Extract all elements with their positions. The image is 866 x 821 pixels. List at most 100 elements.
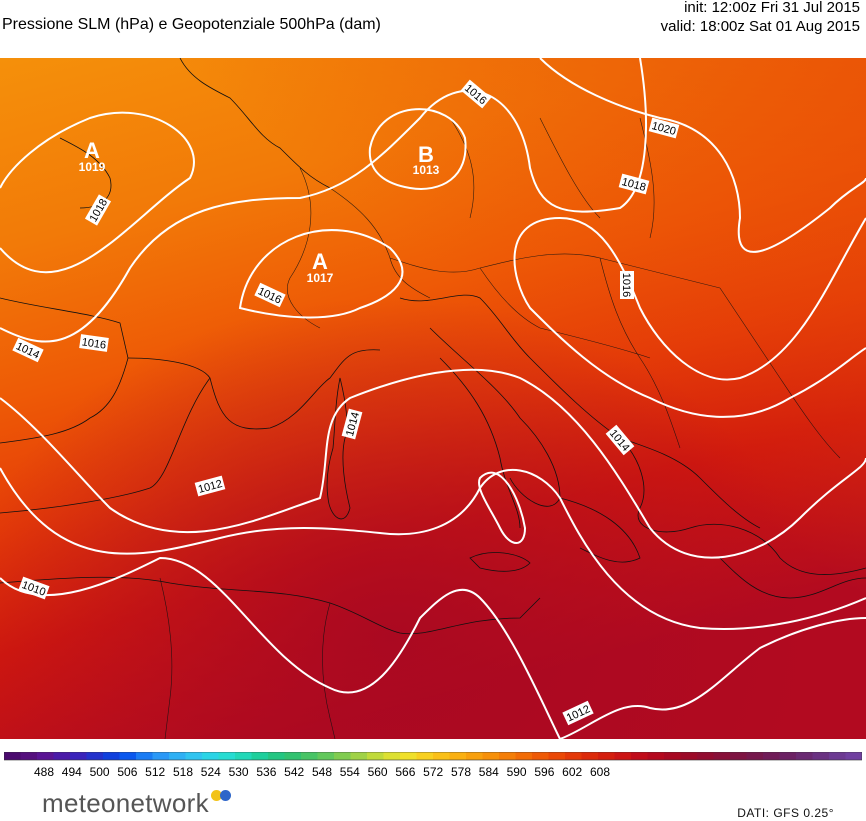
legend-swatch	[466, 752, 484, 760]
legend-swatch	[845, 752, 862, 760]
legend-swatch	[86, 752, 104, 760]
meteonetwork-logo: meteonetwork	[42, 788, 231, 819]
isobars	[0, 58, 866, 739]
isobar-label: 1016	[79, 334, 109, 352]
valid-time: valid: 18:00z Sat 01 Aug 2015	[660, 18, 860, 35]
legend-tick-label: 578	[451, 765, 471, 779]
legend-swatch	[713, 752, 731, 760]
legend-swatch	[4, 752, 22, 760]
legend-swatch	[317, 752, 335, 760]
color-legend: 488 494 500 506 512 518 524 530 536 542 548 554 560 5…	[4, 752, 862, 779]
legend-swatch	[284, 752, 302, 760]
high-letter: A	[312, 249, 328, 274]
low-value: 1013	[413, 163, 440, 177]
legend-swatch	[268, 752, 286, 760]
legend-swatch	[482, 752, 500, 760]
legend-tick-label: 536	[256, 765, 276, 779]
legend-swatch	[581, 752, 599, 760]
svg-text:1016: 1016	[81, 336, 107, 351]
legend-swatch	[103, 752, 121, 760]
legend-swatch	[812, 752, 830, 760]
legend-swatch	[152, 752, 170, 760]
legend-swatch	[53, 752, 71, 760]
legend-tick-label: 596	[534, 765, 554, 779]
legend-swatch	[169, 752, 187, 760]
legend-swatch	[136, 752, 154, 760]
pressure-center-high: A 1017	[307, 249, 334, 285]
legend-tick-label: 572	[423, 765, 443, 779]
legend-tick-label: 590	[507, 765, 527, 779]
legend-tick-label: 548	[312, 765, 332, 779]
legend-tick-label: 554	[340, 765, 360, 779]
legend-swatch	[532, 752, 550, 760]
legend-swatch	[235, 752, 253, 760]
legend-swatch	[664, 752, 682, 760]
legend-tick-label: 530	[229, 765, 249, 779]
legend-tick-label: 494	[62, 765, 82, 779]
legend-swatch	[499, 752, 517, 760]
legend-outline	[4, 752, 862, 761]
legend-swatch	[565, 752, 583, 760]
coastlines	[0, 58, 866, 635]
legend-tick-label: 560	[368, 765, 388, 779]
legend-swatch	[367, 752, 385, 760]
legend-swatch	[680, 752, 698, 760]
legend-tick-label: 602	[562, 765, 582, 779]
legend-swatch	[829, 752, 847, 760]
legend-swatch	[796, 752, 814, 760]
legend-swatch	[383, 752, 401, 760]
legend-swatch	[697, 752, 715, 760]
init-time: init: 12:00z Fri 31 Jul 2015	[684, 0, 860, 16]
legend-swatch	[202, 752, 220, 760]
run-info: init: 12:00z Fri 31 Jul 2015 valid: 18:0…	[661, 0, 860, 36]
legend-tick-label: 584	[479, 765, 499, 779]
legend-swatch	[449, 752, 467, 760]
legend-swatch	[20, 752, 38, 760]
legend-tick-label: 488	[34, 765, 54, 779]
low-letter: B	[418, 142, 434, 167]
pressure-center-low: B 1013	[413, 142, 440, 177]
legend-tick-label: 566	[395, 765, 415, 779]
legend-swatch	[119, 752, 137, 760]
high-value: 1017	[307, 271, 334, 285]
legend-swatch	[647, 752, 665, 760]
logo-yellow-dot	[210, 790, 222, 801]
legend-swatch	[70, 752, 88, 760]
isobar-label: 1016	[620, 271, 634, 299]
map-title: Pressione SLM (hPa) e Geopotenziale 500h…	[2, 16, 381, 33]
legend-tick-labels: 488 494 500 506 512 518 524 530 536 542 548 554 560 5…	[34, 765, 610, 779]
legend-swatch	[251, 752, 269, 760]
legend-swatch	[548, 752, 566, 760]
geopotential-east-zone	[0, 58, 866, 739]
legend-swatch	[598, 752, 616, 760]
logo-blue-dot	[219, 790, 231, 801]
weather-map: 1016 1020 1018 1016 1016 1016 1014 1014	[0, 58, 866, 739]
legend-swatch	[730, 752, 748, 760]
legend-swatch	[185, 752, 203, 760]
legend-swatch	[301, 752, 319, 760]
legend-swatch	[400, 752, 418, 760]
legend-tick-label: 500	[90, 765, 110, 779]
legend-tick-label: 608	[590, 765, 610, 779]
brand-name: meteonetwork	[42, 788, 209, 818]
legend-tick-label: 542	[284, 765, 304, 779]
pressure-center-high: A 1019	[79, 138, 106, 174]
legend-swatch	[416, 752, 434, 760]
legend-swatch	[218, 752, 236, 760]
legend-tick-label: 518	[173, 765, 193, 779]
legend-swatch	[37, 752, 55, 760]
legend-swatch	[515, 752, 533, 760]
data-source: DATI: GFS 0.25°	[737, 806, 834, 820]
legend-swatch	[334, 752, 352, 760]
legend-swatch	[433, 752, 451, 760]
legend-swatch	[763, 752, 781, 760]
legend-tick-label: 512	[145, 765, 165, 779]
national-borders	[159, 117, 841, 739]
legend-tick-label: 506	[117, 765, 137, 779]
legend-swatch	[631, 752, 649, 760]
legend-swatch	[746, 752, 764, 760]
high-letter: A	[84, 138, 100, 163]
high-value: 1019	[79, 160, 106, 174]
legend-swatch	[350, 752, 368, 760]
svg-text:1016: 1016	[620, 273, 632, 297]
